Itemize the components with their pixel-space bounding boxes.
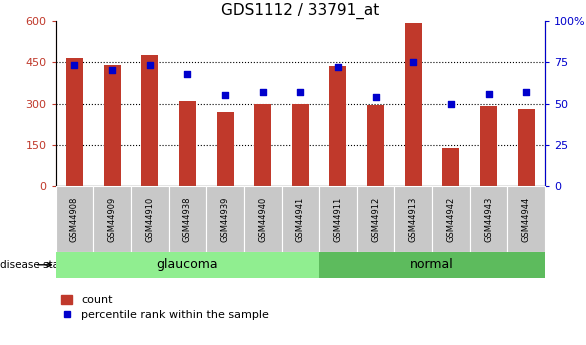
Point bbox=[220, 92, 230, 98]
Bar bbox=[93, 186, 131, 252]
Text: GSM44941: GSM44941 bbox=[296, 196, 305, 242]
Bar bbox=[507, 186, 545, 252]
Text: GSM44940: GSM44940 bbox=[258, 196, 267, 242]
Text: GSM44909: GSM44909 bbox=[108, 196, 117, 242]
Bar bbox=[179, 101, 196, 186]
Text: disease state: disease state bbox=[0, 260, 70, 270]
Bar bbox=[357, 186, 394, 252]
Bar bbox=[56, 252, 319, 278]
Bar bbox=[480, 106, 497, 186]
Text: GSM44942: GSM44942 bbox=[447, 196, 455, 242]
Text: GSM44911: GSM44911 bbox=[333, 196, 342, 242]
Text: GSM44910: GSM44910 bbox=[145, 196, 154, 242]
Bar bbox=[131, 186, 169, 252]
Legend: count, percentile rank within the sample: count, percentile rank within the sample bbox=[61, 295, 269, 320]
Text: GSM44943: GSM44943 bbox=[484, 196, 493, 242]
Bar bbox=[319, 186, 357, 252]
Bar bbox=[292, 104, 309, 186]
Bar bbox=[405, 23, 422, 186]
Point bbox=[70, 63, 79, 68]
Bar bbox=[281, 186, 319, 252]
Bar bbox=[442, 148, 459, 186]
Text: GSM44908: GSM44908 bbox=[70, 196, 79, 242]
Title: GDS1112 / 33791_at: GDS1112 / 33791_at bbox=[221, 3, 380, 19]
Point bbox=[145, 63, 155, 68]
Text: GSM44939: GSM44939 bbox=[220, 196, 230, 242]
Point bbox=[408, 59, 418, 65]
Bar bbox=[141, 55, 158, 186]
Bar bbox=[66, 58, 83, 186]
Bar bbox=[206, 186, 244, 252]
Bar bbox=[244, 186, 281, 252]
Point bbox=[522, 89, 531, 95]
Bar bbox=[517, 109, 534, 186]
Bar bbox=[319, 252, 545, 278]
Bar bbox=[104, 65, 121, 186]
Text: GSM44912: GSM44912 bbox=[371, 196, 380, 242]
Point bbox=[107, 68, 117, 73]
Bar bbox=[367, 105, 384, 186]
Text: GSM44913: GSM44913 bbox=[409, 196, 418, 242]
Point bbox=[183, 71, 192, 77]
Bar bbox=[254, 104, 271, 186]
Text: GSM44944: GSM44944 bbox=[522, 196, 531, 242]
Bar bbox=[217, 112, 233, 186]
Point bbox=[333, 64, 343, 70]
Bar bbox=[432, 186, 470, 252]
Point bbox=[295, 89, 305, 95]
Point bbox=[484, 91, 493, 96]
Point bbox=[446, 101, 455, 106]
Bar bbox=[394, 186, 432, 252]
Bar bbox=[470, 186, 507, 252]
Point bbox=[258, 89, 267, 95]
Bar bbox=[56, 186, 93, 252]
Text: GSM44938: GSM44938 bbox=[183, 196, 192, 242]
Bar bbox=[329, 66, 346, 186]
Text: normal: normal bbox=[410, 258, 454, 271]
Text: glaucoma: glaucoma bbox=[156, 258, 218, 271]
Bar bbox=[169, 186, 206, 252]
Point bbox=[371, 94, 380, 100]
